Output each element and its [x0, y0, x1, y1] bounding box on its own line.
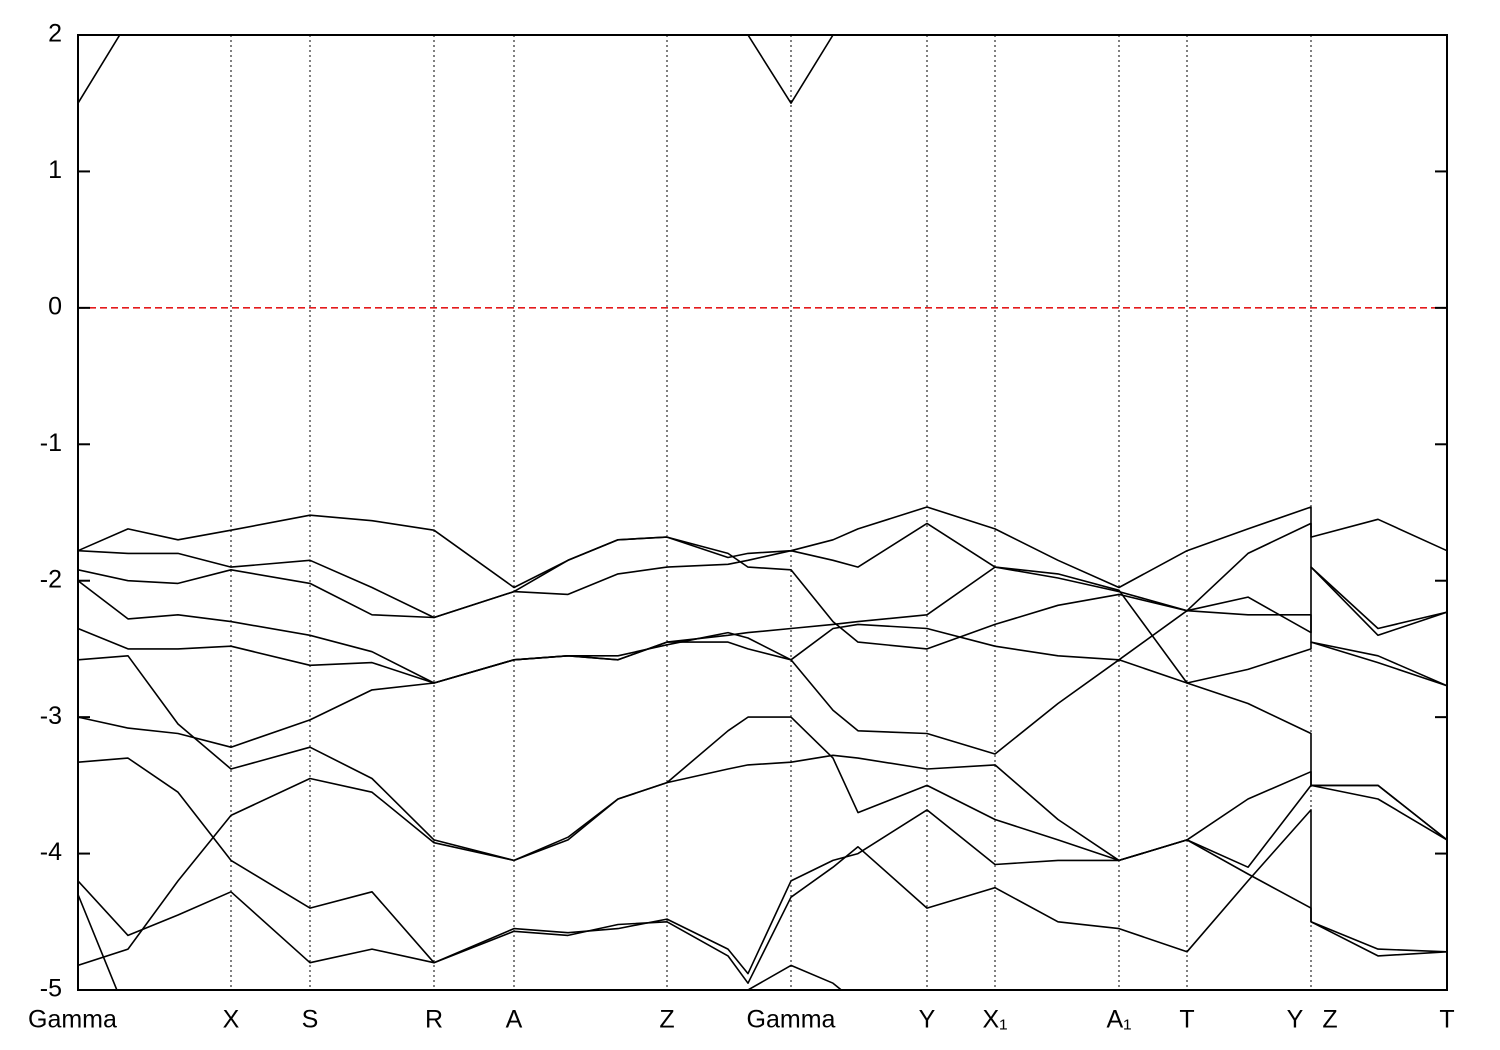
- x-tick-label: T: [1179, 1006, 1194, 1034]
- y-tick-label: -5: [40, 975, 62, 1003]
- band-line: [78, 655, 1447, 862]
- x-tick-label: R: [425, 1006, 443, 1034]
- x-tick-label: S: [302, 1006, 319, 1034]
- band-line: [78, 522, 1447, 755]
- x-tick-label: A₁: [1106, 1006, 1131, 1034]
- band-line: [78, 566, 1447, 687]
- x-tick-label: X₁: [982, 1006, 1007, 1034]
- bands-layer: [78, 35, 1447, 990]
- band-line: [78, 522, 1447, 637]
- x-tick-label: Y: [919, 1006, 936, 1034]
- y-tick-label: 1: [48, 156, 62, 184]
- band-line: [78, 809, 1447, 984]
- x-tick-label: Gamma: [747, 1006, 836, 1034]
- y-tick-label: -1: [40, 429, 62, 457]
- band-line: [78, 536, 1447, 687]
- x-tick-label: A: [506, 1006, 523, 1034]
- x-tick-label: X: [223, 1006, 240, 1034]
- x-tick-label: Z: [659, 1006, 674, 1034]
- band-line: [78, 623, 1447, 841]
- x-tick-label: T: [1439, 1006, 1454, 1034]
- x-tick-label: Gamma: [28, 1006, 117, 1034]
- band-line: [78, 894, 843, 990]
- band-line: [78, 754, 1447, 967]
- band-line: [78, 506, 1447, 589]
- plot-frame: [77, 34, 1448, 991]
- x-tick-label: Y: [1287, 1006, 1304, 1034]
- y-tick-label: 2: [48, 20, 62, 48]
- y-tick-label: -2: [40, 565, 62, 593]
- y-tick-label: -4: [40, 838, 62, 866]
- y-tick-label: -3: [40, 702, 62, 730]
- x-tick-label: Z: [1322, 1006, 1337, 1034]
- y-tick-label: 0: [48, 292, 62, 320]
